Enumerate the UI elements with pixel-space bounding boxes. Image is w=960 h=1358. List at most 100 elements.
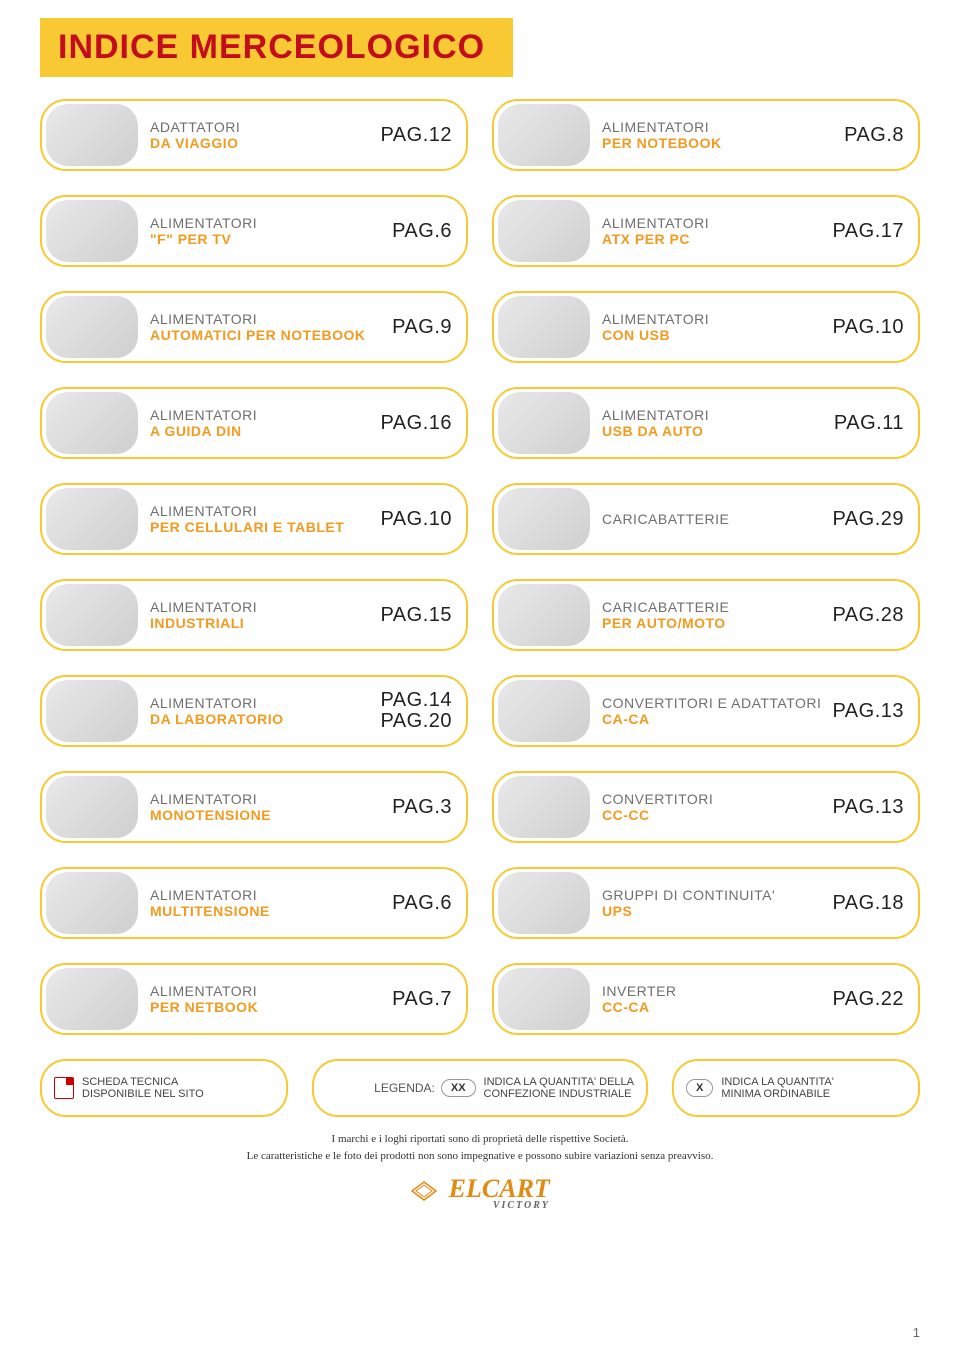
card-label-line2: PER CELLULARI E TABLET — [150, 519, 380, 535]
x-badge: X — [686, 1079, 713, 1097]
card-label-line2: CON USB — [602, 327, 832, 343]
card-page-ref: PAG.6 — [392, 221, 452, 242]
card-label-line2: DA LABORATORIO — [150, 711, 380, 727]
card-label-line1: CONVERTITORI — [602, 791, 832, 807]
card-label: ALIMENTATORICON USB — [598, 311, 832, 343]
index-card[interactable]: CARICABATTERIEPAG.29 — [492, 483, 920, 555]
product-thumb — [498, 584, 590, 646]
index-card[interactable]: ALIMENTATORIMULTITENSIONEPAG.6 — [40, 867, 468, 939]
card-page-ref: PAG.28 — [832, 605, 904, 626]
index-card[interactable]: ALIMENTATORIATX PER PCPAG.17 — [492, 195, 920, 267]
logo-text: ELCART — [449, 1174, 550, 1203]
card-label-line1: ALIMENTATORI — [602, 215, 832, 231]
card-label: ALIMENTATORI"F" PER TV — [146, 215, 392, 247]
index-card[interactable]: ALIMENTATORIDA LABORATORIOPAG.14 PAG.20 — [40, 675, 468, 747]
product-thumb — [46, 392, 138, 454]
legend-row: SCHEDA TECNICA DISPONIBILE NEL SITO LEGE… — [40, 1059, 920, 1117]
card-page-ref: PAG.8 — [844, 125, 904, 146]
card-label: ADATTATORIDA VIAGGIO — [146, 119, 380, 151]
index-card[interactable]: ALIMENTATORIPER NETBOOKPAG.7 — [40, 963, 468, 1035]
card-label: ALIMENTATORIMULTITENSIONE — [146, 887, 392, 919]
legend-heading: LEGENDA: — [374, 1081, 435, 1095]
index-row: ALIMENTATORI"F" PER TVPAG.6ALIMENTATORIA… — [40, 195, 920, 267]
card-label-line2: MONOTENSIONE — [150, 807, 392, 823]
index-card[interactable]: ALIMENTATORICON USBPAG.10 — [492, 291, 920, 363]
card-label: CARICABATTERIE — [598, 511, 832, 527]
card-label-line1: ADATTATORI — [150, 119, 380, 135]
footnotes: I marchi e i loghi riportati sono di pro… — [40, 1131, 920, 1164]
product-thumb — [46, 488, 138, 550]
page-number: 1 — [913, 1325, 920, 1340]
page-title-bar: INDICE MERCEOLOGICO — [40, 18, 513, 77]
index-card[interactable]: ALIMENTATORIUSB DA AUTOPAG.11 — [492, 387, 920, 459]
card-page-ref: PAG.10 — [380, 509, 452, 530]
card-page-ref: PAG.13 — [832, 701, 904, 722]
product-thumb — [498, 296, 590, 358]
index-card[interactable]: CONVERTITORI E ADATTATORICA-CAPAG.13 — [492, 675, 920, 747]
logo-diamond-icon — [410, 1180, 438, 1202]
index-row: ALIMENTATORIPER CELLULARI E TABLETPAG.10… — [40, 483, 920, 555]
card-label-line1: ALIMENTATORI — [150, 503, 380, 519]
footnote-1: I marchi e i loghi riportati sono di pro… — [40, 1131, 920, 1148]
card-label: CONVERTITORI E ADATTATORICA-CA — [598, 695, 832, 727]
index-card[interactable]: CARICABATTERIEPER AUTO/MOTOPAG.28 — [492, 579, 920, 651]
product-thumb — [46, 968, 138, 1030]
card-label-line1: INVERTER — [602, 983, 832, 999]
card-page-ref: PAG.22 — [832, 989, 904, 1010]
xx-badge: XX — [441, 1079, 476, 1097]
index-card[interactable]: ALIMENTATORIAUTOMATICI PER NOTEBOOKPAG.9 — [40, 291, 468, 363]
product-thumb — [498, 968, 590, 1030]
card-label: CARICABATTERIEPER AUTO/MOTO — [598, 599, 832, 631]
card-label-line2: UPS — [602, 903, 832, 919]
index-card[interactable]: ALIMENTATORI"F" PER TVPAG.6 — [40, 195, 468, 267]
product-thumb — [46, 104, 138, 166]
legend-xx-text: INDICA LA QUANTITA' DELLA CONFEZIONE IND… — [484, 1076, 634, 1100]
card-label: ALIMENTATORIAUTOMATICI PER NOTEBOOK — [146, 311, 392, 343]
product-thumb — [46, 776, 138, 838]
legend-x-text: INDICA LA QUANTITA' MINIMA ORDINABILE — [721, 1076, 834, 1100]
card-label-line1: ALIMENTATORI — [150, 983, 392, 999]
card-label-line2: AUTOMATICI PER NOTEBOOK — [150, 327, 392, 343]
card-page-ref: PAG.14 PAG.20 — [380, 690, 452, 732]
index-card[interactable]: GRUPPI DI CONTINUITA'UPSPAG.18 — [492, 867, 920, 939]
product-thumb — [498, 488, 590, 550]
product-thumb — [46, 200, 138, 262]
product-thumb — [498, 776, 590, 838]
index-card[interactable]: CONVERTITORICC-CCPAG.13 — [492, 771, 920, 843]
index-card[interactable]: ALIMENTATORIMONOTENSIONEPAG.3 — [40, 771, 468, 843]
card-label-line1: ALIMENTATORI — [150, 791, 392, 807]
card-label: ALIMENTATORIUSB DA AUTO — [598, 407, 834, 439]
card-label-line1: ALIMENTATORI — [150, 695, 380, 711]
card-label-line1: ALIMENTATORI — [150, 311, 392, 327]
product-thumb — [498, 200, 590, 262]
card-label-line1: ALIMENTATORI — [150, 215, 392, 231]
index-row: ALIMENTATORIMONOTENSIONEPAG.3 CONVERTITOR… — [40, 771, 920, 843]
legend-xx: LEGENDA: XX INDICA LA QUANTITA' DELLA CO… — [312, 1059, 648, 1117]
card-label-line1: ALIMENTATORI — [602, 407, 834, 423]
card-label-line1: ALIMENTATORI — [150, 599, 380, 615]
card-label: ALIMENTATORIPER NOTEBOOK — [598, 119, 844, 151]
footnote-2: Le caratteristiche e le foto dei prodott… — [40, 1148, 920, 1165]
index-card[interactable]: ALIMENTATORIPER NOTEBOOKPAG.8 — [492, 99, 920, 171]
index-card[interactable]: ALIMENTATORIPER CELLULARI E TABLETPAG.10 — [40, 483, 468, 555]
card-label-line1: ALIMENTATORI — [602, 119, 844, 135]
card-label: ALIMENTATORIDA LABORATORIO — [146, 695, 380, 727]
product-thumb — [498, 392, 590, 454]
index-card[interactable]: ALIMENTATORIINDUSTRIALIPAG.15 — [40, 579, 468, 651]
index-rows: ADATTATORIDA VIAGGIOPAG.12ALIMENTATORIPE… — [40, 99, 920, 1035]
index-card[interactable]: ADATTATORIDA VIAGGIOPAG.12 — [40, 99, 468, 171]
legend-x: X INDICA LA QUANTITA' MINIMA ORDINABILE — [672, 1059, 920, 1117]
card-label-line2: MULTITENSIONE — [150, 903, 392, 919]
page-title: INDICE MERCEOLOGICO — [58, 28, 485, 67]
legend-pdf: SCHEDA TECNICA DISPONIBILE NEL SITO — [40, 1059, 288, 1117]
card-label-line2: ATX PER PC — [602, 231, 832, 247]
card-label-line1: ALIMENTATORI — [150, 407, 380, 423]
index-card[interactable]: ALIMENTATORIA GUIDA DINPAG.16 — [40, 387, 468, 459]
card-label-line2: USB DA AUTO — [602, 423, 834, 439]
card-label: ALIMENTATORIMONOTENSIONE — [146, 791, 392, 823]
card-label: ALIMENTATORIINDUSTRIALI — [146, 599, 380, 631]
index-card[interactable]: INVERTERCC-CAPAG.22 — [492, 963, 920, 1035]
card-page-ref: PAG.3 — [392, 797, 452, 818]
card-label: ALIMENTATORIA GUIDA DIN — [146, 407, 380, 439]
card-page-ref: PAG.12 — [380, 125, 452, 146]
